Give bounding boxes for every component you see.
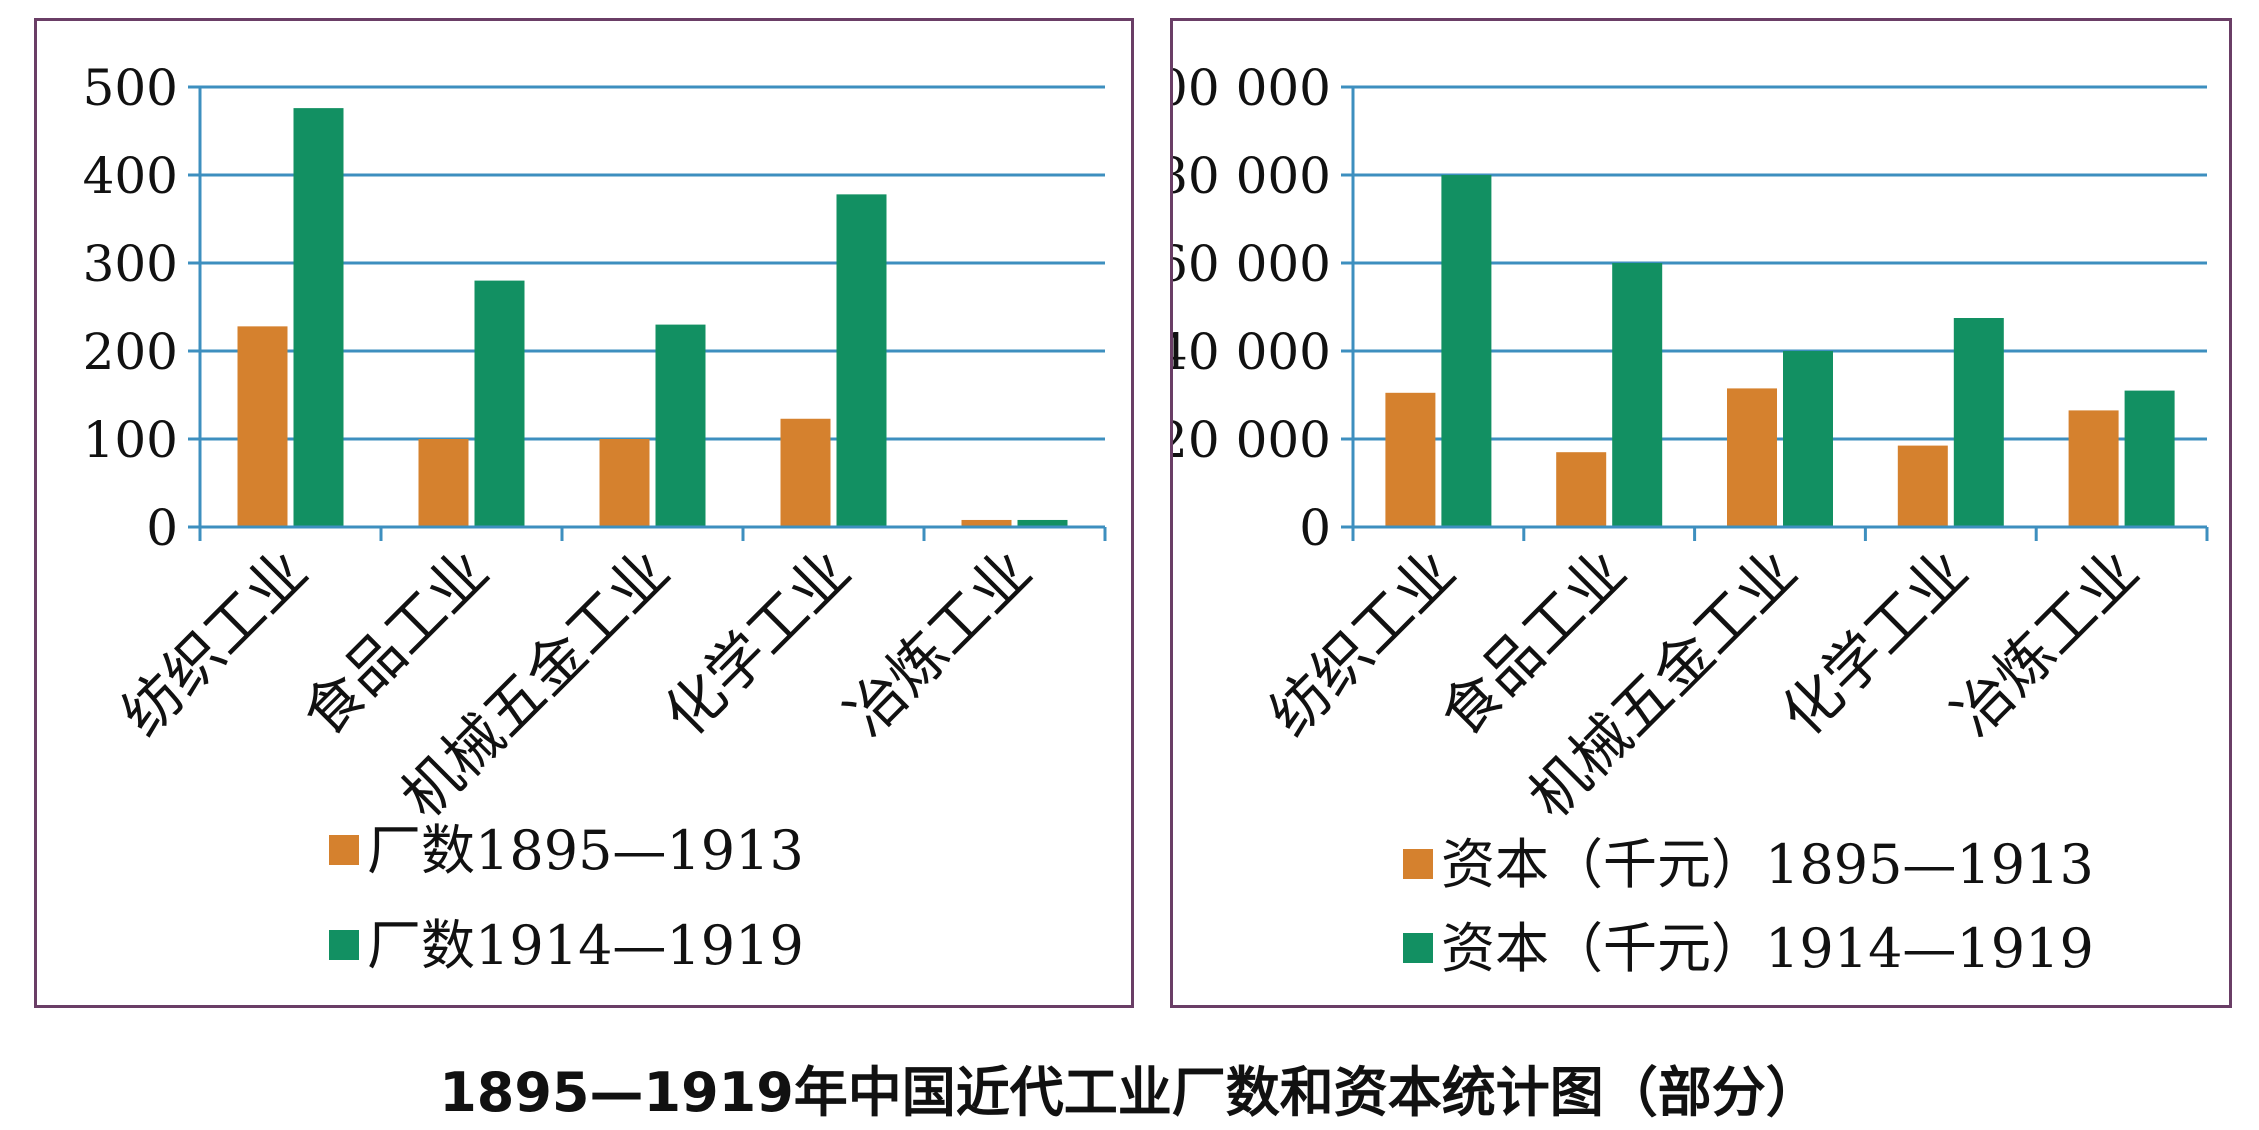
factory-count-chart-panel: 0 100 200 300 400 500 纺织工业 食品工业 机械五金工业 化学工业 冶炼工业 厂数… [34, 18, 1134, 1008]
bar-right-s1-4 [1897, 445, 1948, 527]
legend-swatch [329, 835, 359, 865]
bar-right-s1-1 [1385, 392, 1436, 527]
bar-left-s1-5 [961, 519, 1012, 527]
category-label: 纺织工业 [1256, 537, 1468, 749]
bar-left-s2-1 [293, 108, 344, 528]
legend-label: 资本（千元）1914—1919 [1441, 917, 2094, 980]
bar-right-s2-1 [1441, 175, 1492, 527]
bar-left-s2-2 [474, 280, 525, 527]
y-tick-label: 300 [83, 235, 178, 293]
legend-swatch [1403, 849, 1433, 879]
y-tick-label: 400 [83, 147, 178, 205]
y-tick-label: 500 [83, 59, 178, 117]
legend-label: 厂数1895—1913 [367, 819, 804, 882]
bar-left-s2-3 [655, 324, 706, 527]
legend-swatch [1403, 933, 1433, 963]
legend-label: 资本（千元）1895—1913 [1441, 833, 2094, 896]
bar-left-s2-5 [1017, 519, 1068, 527]
y-tick-label: 0 [146, 499, 178, 557]
bar-right-s2-3 [1783, 351, 1833, 527]
category-label: 冶炼工业 [832, 537, 1044, 749]
bar-right-s2-2 [1612, 263, 1663, 527]
bar-right-s2-5 [2124, 390, 2175, 527]
y-tick-label: 20 000 [1173, 411, 1331, 469]
y-tick-label: 40 000 [1173, 323, 1331, 381]
y-tick-label: 80 000 [1173, 147, 1331, 205]
y-tick-label: 0 [1299, 499, 1331, 557]
category-label: 冶炼工业 [1939, 537, 2151, 749]
figure-caption: 1895—1919年中国近代工业厂数和资本统计图（部分） [439, 1061, 1820, 1124]
legend-label: 厂数1914—1919 [367, 914, 804, 977]
bar-right-s1-3 [1727, 388, 1777, 527]
bar-left-s2-4 [836, 194, 887, 528]
legend-swatch [329, 930, 359, 960]
bar-right-s1-5 [2068, 410, 2119, 527]
category-label: 化学工业 [1769, 537, 1981, 749]
bar-right-s2-4 [1953, 318, 2004, 527]
y-tick-label: 100 000 [1173, 59, 1331, 117]
y-tick-label: 100 [83, 411, 178, 469]
y-tick-label: 200 [83, 323, 178, 381]
category-label: 纺织工业 [108, 537, 320, 749]
category-label: 化学工业 [651, 537, 863, 749]
y-tick-label: 60 000 [1173, 235, 1331, 293]
bar-right-s1-2 [1556, 452, 1607, 527]
bar-left-s1-2 [418, 439, 469, 527]
factory-count-chart: 0100200300400500纺织工业食品工业机械五金工业化学工业冶炼工业厂数… [83, 59, 1107, 977]
bar-left-s1-4 [780, 418, 831, 527]
bar-left-s1-1 [237, 326, 288, 527]
bar-left-s1-3 [599, 439, 650, 527]
